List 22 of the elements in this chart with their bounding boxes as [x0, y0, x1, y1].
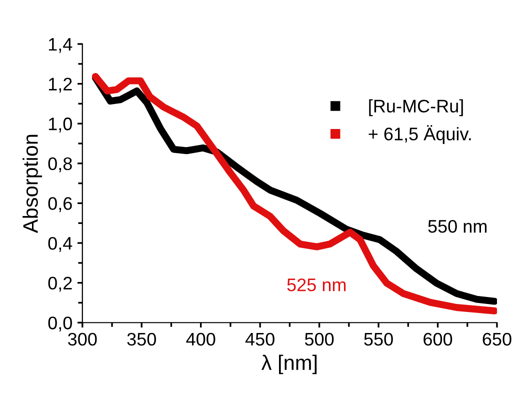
x-tick-label: 400: [186, 332, 216, 346]
y-tick-label: 0,8: [48, 157, 72, 172]
annotation: 525 nm: [287, 278, 346, 292]
x-tick-label: 450: [245, 332, 274, 346]
y-tick-label: 0,4: [48, 236, 72, 252]
y-axis-title: Absorption: [22, 134, 42, 234]
x-tick-label: 350: [127, 332, 156, 346]
y-tick-label: 0,2: [48, 276, 72, 292]
y-tick-label: 1,4: [48, 38, 72, 53]
legend-label: [Ru-MC-Ru]: [369, 99, 463, 116]
x-axis-title: λ [nm]: [261, 354, 317, 374]
y-tick-label: 0,0: [48, 316, 72, 332]
x-tick-label: 550: [364, 332, 393, 346]
y-tick-label: 1,0: [48, 118, 72, 132]
x-tick-label: 650: [482, 332, 512, 346]
x-tick-label: 500: [304, 332, 334, 346]
annotation: 550 nm: [428, 220, 487, 233]
y-tick-label: 1,2: [48, 78, 72, 93]
y-tick-label: 0,6: [48, 197, 72, 212]
legend-label: + 61,5 Äquiv.: [368, 125, 471, 144]
x-tick-label: 300: [68, 332, 97, 346]
x-tick-label: 600: [424, 332, 452, 346]
